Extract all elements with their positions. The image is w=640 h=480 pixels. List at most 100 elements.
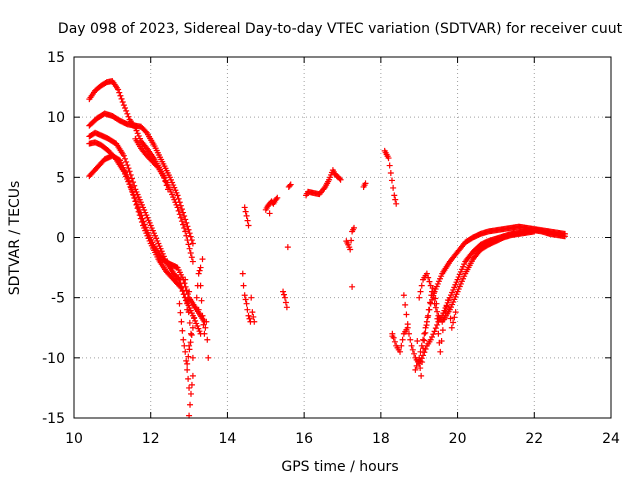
series-cluster-15.5	[280, 181, 294, 311]
data-point	[185, 309, 192, 316]
data-point	[402, 301, 409, 308]
data-point	[421, 330, 428, 337]
data-point	[195, 306, 202, 313]
data-point	[434, 308, 441, 315]
data-point	[186, 230, 193, 237]
data-point	[125, 165, 132, 172]
data-point	[452, 309, 459, 316]
data-point	[398, 342, 405, 349]
data-point	[129, 188, 136, 195]
data-point	[251, 318, 258, 325]
data-point	[178, 218, 185, 225]
data-point	[408, 342, 415, 349]
data-point	[240, 282, 247, 289]
data-point	[179, 327, 186, 334]
data-point	[284, 244, 291, 251]
data-point	[175, 195, 182, 202]
data-point	[435, 330, 442, 337]
data-point	[531, 228, 538, 235]
series-track-a	[86, 78, 196, 265]
data-point	[245, 312, 252, 319]
data-point	[429, 333, 435, 340]
y-tick-label: 15	[47, 50, 65, 66]
data-point	[387, 170, 394, 177]
data-point	[178, 285, 185, 292]
data-point	[425, 274, 432, 281]
data-point	[188, 237, 195, 244]
data-point	[186, 245, 193, 252]
data-point	[439, 327, 446, 334]
data-point	[182, 348, 189, 355]
data-point	[187, 339, 194, 346]
data-point	[126, 168, 133, 175]
data-point	[245, 222, 252, 229]
x-tick-label: 18	[372, 431, 390, 447]
y-tick-label: -10	[42, 351, 65, 367]
data-point	[417, 348, 424, 355]
series-scatter-13h	[176, 256, 212, 419]
data-point	[176, 211, 183, 218]
data-point	[409, 346, 416, 353]
data-point	[321, 185, 328, 192]
data-point	[178, 318, 185, 325]
data-point	[142, 128, 149, 135]
data-point	[179, 288, 186, 295]
data-point	[425, 306, 432, 313]
data-point	[429, 285, 436, 292]
data-point	[187, 233, 194, 240]
data-point	[420, 336, 427, 343]
data-point	[389, 330, 396, 337]
data-point	[175, 207, 182, 214]
data-point	[186, 346, 193, 353]
data-point	[337, 176, 344, 183]
data-point	[188, 331, 195, 338]
data-point	[138, 219, 145, 226]
data-point	[446, 306, 453, 313]
data-point	[161, 174, 168, 181]
data-point	[115, 86, 122, 93]
data-point	[420, 345, 427, 352]
data-point	[441, 316, 448, 323]
data-point	[175, 275, 182, 282]
data-point	[205, 354, 212, 361]
data-point	[423, 270, 430, 277]
data-point	[176, 199, 183, 206]
data-point	[432, 304, 439, 311]
x-tick-label: 10	[65, 431, 83, 447]
data-point	[122, 105, 129, 112]
data-point	[438, 337, 445, 344]
data-point	[405, 330, 412, 337]
series-scatter-19.5	[400, 285, 459, 379]
data-point	[181, 294, 188, 301]
data-point	[403, 311, 410, 318]
data-point	[385, 155, 392, 162]
data-point	[420, 352, 427, 359]
data-point	[191, 314, 198, 321]
data-point	[411, 350, 418, 357]
data-point	[202, 324, 209, 331]
x-tick-label: 16	[295, 431, 313, 447]
data-point	[418, 282, 425, 289]
data-point	[115, 156, 122, 163]
data-point	[199, 256, 206, 263]
data-point	[434, 315, 441, 322]
data-point	[184, 360, 191, 367]
data-point	[125, 177, 132, 184]
data-point	[196, 267, 203, 274]
data-point	[182, 216, 189, 223]
data-point	[400, 292, 407, 299]
data-point	[180, 336, 187, 343]
data-point	[195, 270, 202, 277]
series-track-f	[132, 135, 171, 193]
series-cluster-18.1	[381, 147, 400, 340]
data-point	[176, 300, 183, 307]
chart-title: Day 098 of 2023, Sidereal Day-to-day VTE…	[58, 21, 623, 37]
data-point	[123, 158, 130, 165]
data-point	[444, 297, 451, 304]
data-point	[417, 365, 424, 372]
data-point	[244, 217, 251, 224]
data-point	[243, 300, 250, 307]
data-point	[391, 338, 398, 345]
data-point	[184, 223, 191, 230]
x-tick-label: 22	[525, 431, 543, 447]
